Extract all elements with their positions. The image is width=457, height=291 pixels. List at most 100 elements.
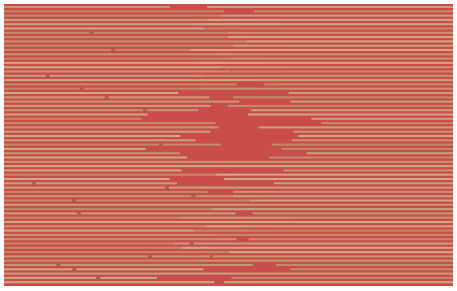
stripe [4,6,170,8]
stripe [181,217,453,219]
stripe [293,131,453,133]
stripe [244,204,453,206]
stripe [4,281,214,283]
stripe [292,139,453,141]
stripe [4,36,244,38]
stripe [90,31,94,34]
stripe [254,10,453,12]
stripe [4,10,224,12]
stripe [192,195,196,198]
stripe [4,109,199,111]
stripe [4,92,178,94]
stripe [4,75,204,77]
stripe [221,15,453,17]
stripe [307,152,453,154]
stripe [290,268,453,270]
stripe [250,200,453,202]
stripe [221,66,453,68]
stripe [321,122,453,124]
stripe [197,62,453,64]
stripe [4,40,287,42]
stripe [194,230,453,232]
stripe [204,28,453,30]
stripe [192,75,453,77]
stripe [4,260,201,262]
stripe [248,114,453,116]
stripe [4,247,206,249]
stripe [4,118,142,120]
stripe [178,221,453,223]
stripe [4,126,218,128]
stripe [72,268,76,271]
stripe [233,45,453,47]
stripe [231,58,453,60]
stripe [231,71,453,73]
stripe [4,101,239,103]
stripe [105,96,109,99]
stripe [274,182,453,184]
stripe [201,88,453,90]
stripe [46,74,50,77]
stripe [4,165,453,167]
stripe [199,260,453,262]
stripe [173,243,453,245]
stripe [4,53,235,55]
stripe [4,178,170,180]
stripe [4,139,196,141]
stripe [4,45,247,47]
stripe [4,195,261,197]
stripe [4,255,210,257]
stripe [209,19,453,21]
stripe [4,273,247,275]
stripe [251,79,453,81]
stripe [165,186,169,189]
stripe [4,79,279,81]
stripe [56,264,60,267]
stripe [4,15,244,17]
stripe [249,238,453,240]
stripe [4,148,146,150]
stripe [251,109,453,111]
stripe [80,87,84,90]
stripe [4,122,216,124]
stripe [231,277,453,279]
stripe [247,40,453,42]
stripe [4,152,180,154]
stripe [159,143,163,146]
stripe [4,58,264,60]
stripe [72,199,76,202]
stripe [4,238,236,240]
stripe [4,71,231,73]
stripe [111,49,115,52]
stripe [4,277,157,279]
stripe [4,174,235,176]
stripe [276,264,453,266]
stripe [224,178,453,180]
stripe [4,114,148,116]
page-body: (() => { const data = JSON.parse(documen… [0,0,457,291]
stripe [290,101,453,103]
stripe [233,96,453,98]
stripe [4,251,240,253]
stripe [259,126,453,128]
stripe [4,157,187,159]
stripe [264,83,453,85]
stripe [4,105,210,107]
stripe [253,212,453,214]
stripe [216,174,453,176]
stripe [148,255,152,258]
stripe [4,200,284,202]
stripe [4,169,182,171]
stripe [185,169,189,172]
stripe [194,23,453,25]
stripe [213,208,453,210]
stripe [205,225,453,227]
stripe [236,273,453,275]
stripe [4,268,203,270]
stripe [214,234,453,236]
stripe [229,251,453,253]
stripe [190,242,194,245]
stripe [4,182,177,184]
stripe [195,187,453,189]
stripe [4,144,221,146]
